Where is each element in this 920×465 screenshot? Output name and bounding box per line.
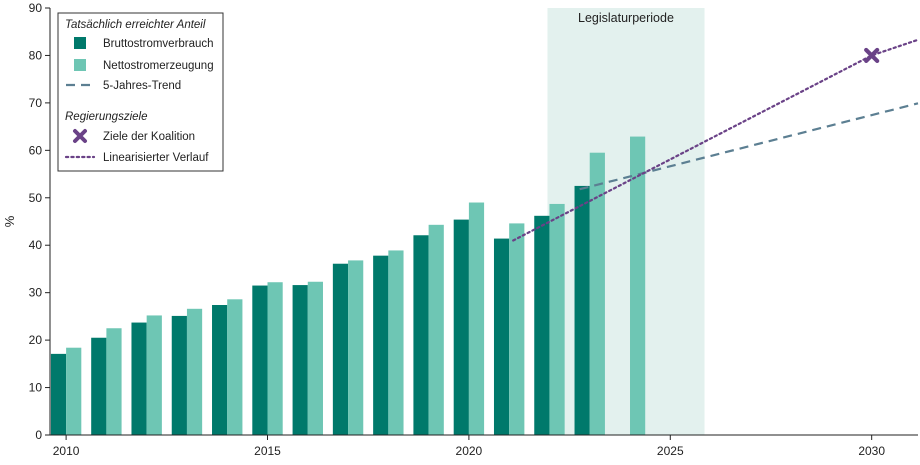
bar-netto-2022 bbox=[549, 203, 565, 435]
legislative-period-band bbox=[547, 8, 705, 435]
bar-brutto-2017 bbox=[332, 263, 349, 435]
bar-brutto-2013 bbox=[171, 315, 187, 435]
legislative-period-label: Legislaturperiode bbox=[578, 11, 674, 25]
legend-swatch-brutto bbox=[74, 37, 86, 49]
bar-brutto-2015 bbox=[252, 285, 268, 435]
legend-label-trend: 5-Jahres-Trend bbox=[103, 80, 181, 92]
legend-group2-title: Regierungsziele bbox=[65, 111, 147, 123]
bar-netto-2018 bbox=[388, 250, 404, 435]
x-tick-label-2010: 2010 bbox=[53, 444, 80, 458]
bar-brutto-2016 bbox=[292, 285, 308, 435]
y-tick-label-20: 20 bbox=[29, 333, 43, 347]
bar-netto-2023 bbox=[589, 152, 605, 435]
x-tick-label-2025: 2025 bbox=[657, 444, 684, 458]
bar-netto-2016 bbox=[307, 281, 323, 435]
bar-brutto-2018 bbox=[373, 255, 389, 435]
legend-label-netto: Nettostromerzeugung bbox=[103, 60, 214, 72]
bar-brutto-2019 bbox=[413, 235, 429, 435]
y-tick-label-0: 0 bbox=[35, 428, 42, 442]
bar-netto-2020 bbox=[468, 202, 485, 435]
bar-brutto-2011 bbox=[91, 337, 107, 435]
bar-brutto-2010 bbox=[50, 353, 67, 435]
legend-label-brutto: Bruttostromverbrauch bbox=[103, 38, 214, 50]
bar-netto-2015 bbox=[267, 282, 283, 435]
legend-label-target: Ziele der Koalition bbox=[103, 131, 195, 143]
bar-brutto-2022 bbox=[534, 215, 550, 435]
x-tick-label-2030: 2030 bbox=[858, 444, 885, 458]
y-tick-label-80: 80 bbox=[29, 48, 43, 62]
bar-netto-2012 bbox=[146, 315, 162, 435]
y-tick-label-60: 60 bbox=[29, 143, 43, 157]
bar-brutto-2020 bbox=[453, 219, 469, 435]
y-tick-label-70: 70 bbox=[29, 96, 43, 110]
bar-netto-2011 bbox=[106, 328, 122, 435]
trend-line bbox=[579, 102, 919, 191]
legend-swatch-netto bbox=[74, 59, 86, 71]
bar-brutto-2021 bbox=[493, 238, 510, 435]
bar-netto-2010 bbox=[66, 347, 82, 435]
y-axis-label: % bbox=[2, 215, 17, 227]
target-marker-2030 bbox=[864, 47, 880, 64]
y-tick-label-90: 90 bbox=[29, 1, 43, 15]
bar-netto-2017 bbox=[348, 260, 364, 435]
linearized-path-line bbox=[512, 38, 920, 242]
x-tick-label-2020: 2020 bbox=[456, 444, 483, 458]
bar-brutto-2023 bbox=[574, 185, 590, 435]
y-tick-label-40: 40 bbox=[29, 238, 43, 252]
bar-brutto-2012 bbox=[131, 322, 147, 435]
y-tick-label-30: 30 bbox=[29, 286, 43, 300]
bar-brutto-2014 bbox=[212, 305, 228, 435]
bar-netto-2019 bbox=[428, 224, 444, 435]
x-tick-label-2015: 2015 bbox=[254, 444, 281, 458]
bar-netto-2021 bbox=[509, 223, 525, 435]
legend-swatch-target bbox=[73, 129, 87, 143]
bar-netto-2014 bbox=[227, 299, 243, 435]
legend-box bbox=[57, 12, 224, 172]
legend-group1-title: Tatsächlich erreichter Anteil bbox=[65, 19, 206, 31]
y-tick-label-50: 50 bbox=[29, 191, 43, 205]
legend-label-linear: Linearisierter Verlauf bbox=[103, 152, 209, 164]
bar-netto-2013 bbox=[186, 308, 203, 435]
bar-netto-2024 bbox=[630, 136, 646, 435]
y-tick-label-10: 10 bbox=[29, 381, 43, 395]
